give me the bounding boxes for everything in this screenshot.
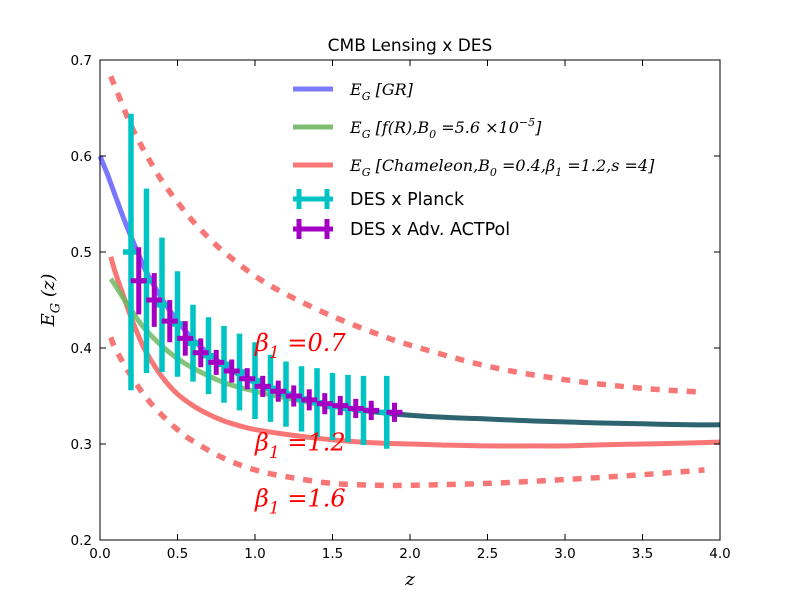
legend: EG [GR] EG [f(R),B0 =5.6 ×10−5] EG [Chamel… (293, 80, 655, 240)
y-tick-label: 0.5 (71, 245, 92, 261)
legend-label: EG [Chameleon,B0 =0.4,β1 =1.2,s =4] (349, 156, 655, 179)
series-line (108, 336, 705, 489)
series-line (347, 406, 721, 428)
legend-label: DES x Planck (350, 190, 465, 210)
x-tick-label: 2.0 (399, 546, 420, 562)
series-line (108, 75, 705, 395)
x-tick-label: 1.5 (322, 546, 343, 562)
x-tick-label: 0.5 (167, 546, 188, 562)
annotation-layer: β1 =0.7 β1 =1.2 β1 =1.6 (254, 329, 346, 519)
y-tick-label: 0.2 (71, 533, 92, 549)
legend-label: DES x Adv. ACTPol (350, 220, 510, 240)
series-layer (97, 75, 721, 489)
y-axis-label: EG (z) (38, 274, 63, 328)
legend-label: EG [f(R),B0 =5.6 ×10−5] (349, 116, 542, 141)
legend-label: EG [GR] (349, 80, 414, 103)
y-tick-label: 0.3 (71, 437, 92, 453)
y-tick-label: 0.7 (71, 53, 92, 69)
series-line (108, 256, 721, 449)
x-tick-label: 2.5 (477, 546, 498, 562)
x-tick-label: 3.0 (554, 546, 575, 562)
x-tick-label: 3.5 (632, 546, 653, 562)
x-tick-label: 0.0 (89, 546, 110, 562)
beta-annotation: β1 =1.6 (254, 484, 346, 518)
errorbar-layer (123, 113, 403, 449)
y-tick-label: 0.6 (71, 149, 92, 165)
tick-layer: 0.0 0.5 1.0 1.5 2.0 2.5 3.0 3.5 4.0 0.2 0.3 0.4 0.5 0… (71, 53, 731, 562)
x-axis-label: z (404, 569, 415, 590)
beta-annotation: β1 =0.7 (254, 329, 346, 363)
beta-annotation: β1 =1.2 (254, 429, 346, 463)
x-tick-label: 4.0 (709, 546, 730, 562)
chart-title: CMB Lensing x DES (328, 36, 493, 56)
x-tick-label: 1.0 (244, 546, 265, 562)
svg-text:EG (z): EG (z) (38, 274, 63, 328)
y-tick-label: 0.4 (71, 341, 92, 357)
